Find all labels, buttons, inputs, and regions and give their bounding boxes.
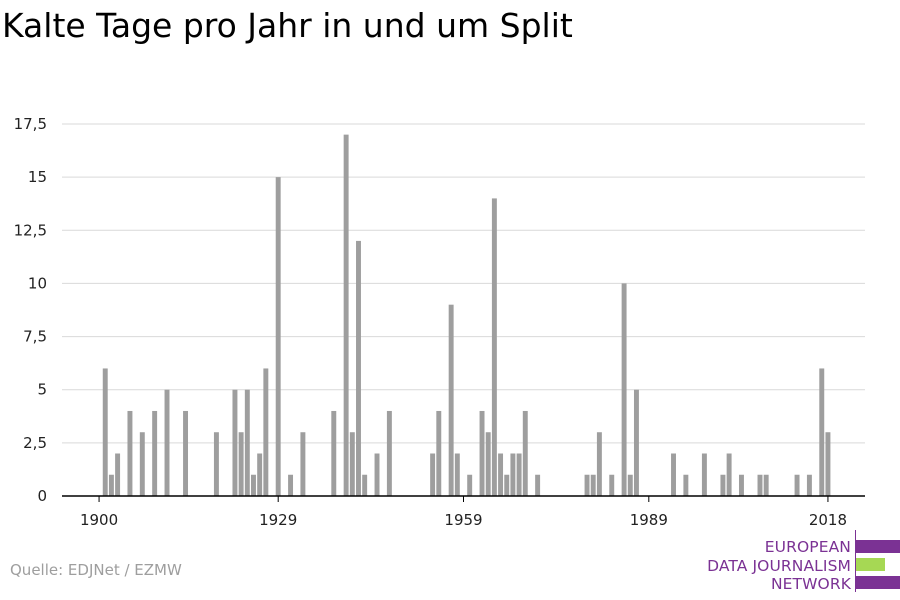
bar <box>275 177 281 496</box>
x-tick-label: 2018 <box>809 511 847 529</box>
bar <box>300 432 306 496</box>
bar <box>491 198 497 496</box>
bar <box>467 474 473 496</box>
bar <box>498 453 504 496</box>
y-axis-ticks: 0 2,5 5 7,5 10 12,5 15 17,5 <box>14 115 47 505</box>
x-tick-label: 1989 <box>630 511 668 529</box>
y-tick-label: 17,5 <box>14 115 47 133</box>
y-tick-label: 7,5 <box>23 328 47 346</box>
bar <box>232 389 238 496</box>
bar <box>213 432 219 496</box>
logo-bar-1 <box>856 540 900 553</box>
bar <box>349 432 355 496</box>
logo-bar-3 <box>856 576 900 589</box>
bar <box>448 304 454 496</box>
gridlines <box>62 123 865 444</box>
bar <box>621 283 627 496</box>
x-axis-ticks: 1900 1929 1959 1989 2018 <box>80 496 847 529</box>
bar <box>183 410 189 496</box>
bar <box>806 474 812 496</box>
bar <box>596 432 602 496</box>
bar <box>127 410 133 496</box>
x-tick-label: 1959 <box>444 511 482 529</box>
bar <box>590 474 596 496</box>
bar-chart: 0 2,5 5 7,5 10 12,5 15 17,5 1900 1929 1959 1989 201… <box>14 115 865 529</box>
bar <box>819 368 825 496</box>
bar <box>671 453 676 496</box>
bar <box>516 453 522 496</box>
bar <box>609 474 615 496</box>
y-tick-label: 12,5 <box>14 221 47 239</box>
bar <box>757 474 763 496</box>
y-tick-label: 10 <box>28 274 47 292</box>
bar <box>263 368 269 496</box>
logo-text: EUROPEAN DATA JOURNALISM NETWORK <box>707 538 851 594</box>
logo-bar-2 <box>856 558 885 571</box>
bar <box>356 240 361 496</box>
bar <box>257 453 263 496</box>
logo-line-2: DATA JOURNALISM <box>707 556 851 575</box>
bar <box>251 474 256 496</box>
bar <box>485 432 491 496</box>
bar <box>627 474 633 496</box>
bar <box>436 410 442 496</box>
bar <box>454 453 460 496</box>
logo-bars <box>856 540 900 594</box>
edjnet-logo: EUROPEAN DATA JOURNALISM NETWORK <box>700 530 900 594</box>
logo-line-1: EUROPEAN <box>764 538 851 556</box>
bar <box>535 474 541 496</box>
y-tick-label: 0 <box>37 487 47 505</box>
bar <box>504 474 510 496</box>
bar <box>386 410 392 496</box>
bar <box>362 474 368 496</box>
bar <box>763 474 769 496</box>
bar <box>139 432 145 496</box>
bar <box>102 368 108 496</box>
bar <box>584 474 590 496</box>
bar <box>244 389 250 496</box>
bar <box>343 134 349 496</box>
bar <box>331 410 337 496</box>
bar <box>479 410 485 496</box>
bar <box>374 453 380 496</box>
y-tick-label: 2,5 <box>23 434 47 452</box>
bar <box>164 389 170 496</box>
bar <box>152 410 158 496</box>
bar <box>726 453 732 496</box>
logo-line-3: NETWORK <box>770 575 851 593</box>
bar <box>510 453 516 496</box>
bar <box>108 474 114 496</box>
x-tick-label: 1929 <box>259 511 297 529</box>
bar <box>794 474 800 496</box>
x-tick-label: 1900 <box>80 511 118 529</box>
bar <box>738 474 744 496</box>
bar <box>825 432 831 496</box>
bar <box>633 389 639 496</box>
bar <box>522 410 528 496</box>
chart-title: Kalte Tage pro Jahr in und um Split <box>2 6 573 45</box>
bar <box>238 432 244 496</box>
source-note: Quelle: EDJNet / EZMW <box>10 561 182 579</box>
bar <box>683 474 689 496</box>
y-tick-label: 15 <box>28 168 47 186</box>
bar <box>701 453 707 496</box>
logo-divider <box>855 530 856 592</box>
bar <box>720 474 726 496</box>
bars <box>102 134 831 496</box>
y-tick-label: 5 <box>37 381 47 399</box>
bar <box>430 453 436 496</box>
bar <box>115 453 121 496</box>
bar <box>288 474 294 496</box>
